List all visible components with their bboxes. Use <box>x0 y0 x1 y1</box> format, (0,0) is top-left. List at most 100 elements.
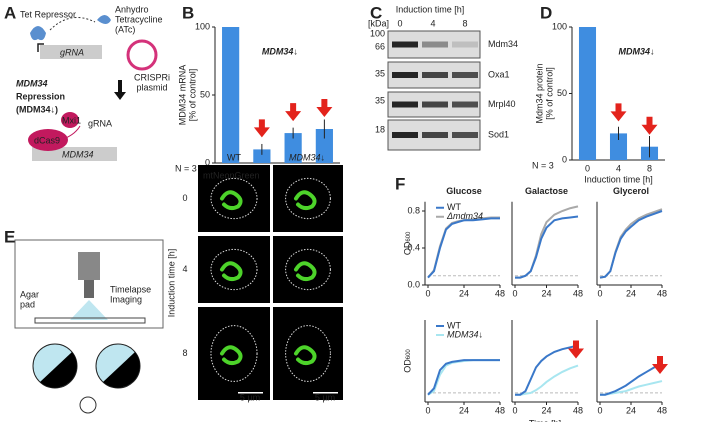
label: gRNA <box>88 118 112 128</box>
growth-curve <box>600 362 663 396</box>
band <box>452 41 478 48</box>
x-tick-label: 24 <box>541 288 551 298</box>
x-tick-label: 48 <box>657 405 667 415</box>
row-label: 0 <box>182 193 187 203</box>
y-tick-label: 0.0 <box>407 279 420 289</box>
label: WT <box>227 152 241 162</box>
y-tick-label: 0.8 <box>407 205 420 215</box>
y-axis-label: [% of control] <box>187 69 197 122</box>
label: Timelapse <box>110 284 151 294</box>
y-tick-label: 0.4 <box>407 242 420 252</box>
note: N = 3 <box>175 163 197 173</box>
y-axis-label: OD600 <box>402 231 412 255</box>
protein-label: Mdm34 <box>488 39 518 49</box>
bar <box>284 133 302 163</box>
y-axis-label: Mdm34 protein <box>534 63 544 123</box>
growth-curve <box>599 210 663 279</box>
label: [kDa] <box>368 18 389 28</box>
arrow <box>641 116 658 135</box>
protein-label: Oxa1 <box>488 69 510 79</box>
label: plasmid <box>136 82 167 92</box>
micrograph <box>273 307 343 400</box>
x-tick-label: 24 <box>541 405 551 415</box>
legend-label: Δmdm34 <box>446 211 483 221</box>
growth-curve <box>427 359 500 396</box>
bar <box>315 129 333 163</box>
label: CRISPRi <box>134 72 170 82</box>
cell-outline <box>210 248 258 291</box>
protein-label: Mrpl40 <box>488 99 516 109</box>
subplot-title: Glycerol <box>613 186 649 196</box>
x-tick-label: 0 <box>425 288 430 298</box>
label: 5 µm <box>240 392 260 402</box>
cell-outline <box>210 177 258 220</box>
y-tick-label: 100 <box>552 21 567 31</box>
legend-label: WT <box>447 320 461 330</box>
mw-marker: 18 <box>375 124 385 134</box>
panel-label: F <box>395 174 405 193</box>
scale-bar <box>238 392 263 394</box>
band <box>422 132 448 138</box>
y-axis-label: [% of control] <box>544 67 554 120</box>
protein-label: Sod1 <box>488 129 509 139</box>
y-axis-label: OD600 <box>402 349 412 373</box>
y-tick-label: 0 <box>562 154 567 164</box>
panel-label: D <box>540 3 552 22</box>
panel-label: C <box>370 3 382 22</box>
scale-bar <box>313 392 338 394</box>
annotation: MDM34↓ <box>619 46 655 56</box>
panel-label: B <box>182 3 194 22</box>
arrow <box>568 340 584 359</box>
cell-outline <box>285 325 331 382</box>
x-tick-label: 4 <box>616 163 621 173</box>
growth-curve <box>427 359 500 396</box>
subplot-title: Glucose <box>446 186 482 196</box>
micrograph <box>273 236 343 303</box>
x-tick-label: 48 <box>573 405 583 415</box>
x-tick-label: 0 <box>585 163 590 173</box>
growth-curve <box>515 344 579 396</box>
label: mtNeonGreen <box>203 170 260 180</box>
row-label: 8 <box>182 348 187 358</box>
cell-outline <box>285 177 331 220</box>
annotation: MDM34↓ <box>262 46 298 56</box>
arrow <box>316 99 333 117</box>
micrograph <box>198 236 270 303</box>
band <box>452 132 478 138</box>
note: N = 3 <box>532 160 554 170</box>
growth-curve <box>599 208 663 279</box>
micrograph <box>273 165 343 232</box>
label: 5 µm <box>315 392 335 402</box>
lane-label: 8 <box>462 18 467 28</box>
x-tick-label: 48 <box>495 288 505 298</box>
y-tick-label: 100 <box>195 21 210 31</box>
y-axis-label-sub: 600 <box>406 349 412 360</box>
growth-curve <box>427 216 500 279</box>
panel-label: A <box>4 3 16 22</box>
label: Induction time [h] <box>396 4 465 14</box>
growth-curve <box>427 217 500 279</box>
panel-label: E <box>4 227 15 246</box>
x-tick-label: 0 <box>425 405 430 415</box>
y-tick-label: 0 <box>205 157 210 167</box>
label: Repression <box>16 91 65 101</box>
growth-curve <box>515 364 579 396</box>
y-axis-label: MDM34 mRNA <box>177 65 187 126</box>
x-tick-label: 0 <box>512 288 517 298</box>
bar <box>578 27 597 160</box>
bar <box>253 149 271 163</box>
label: MDM34 <box>62 149 94 159</box>
band <box>392 72 418 78</box>
x-tick-label: 24 <box>626 288 636 298</box>
band <box>392 132 418 138</box>
band <box>422 72 448 78</box>
mitochondria <box>294 345 317 366</box>
cell-outline <box>285 248 331 291</box>
mitochondria <box>220 190 243 211</box>
bar <box>609 133 628 160</box>
panel-a-art <box>28 15 158 161</box>
mw-marker: 35 <box>375 95 385 105</box>
label: MDM34 <box>16 78 48 88</box>
bar <box>222 27 240 163</box>
